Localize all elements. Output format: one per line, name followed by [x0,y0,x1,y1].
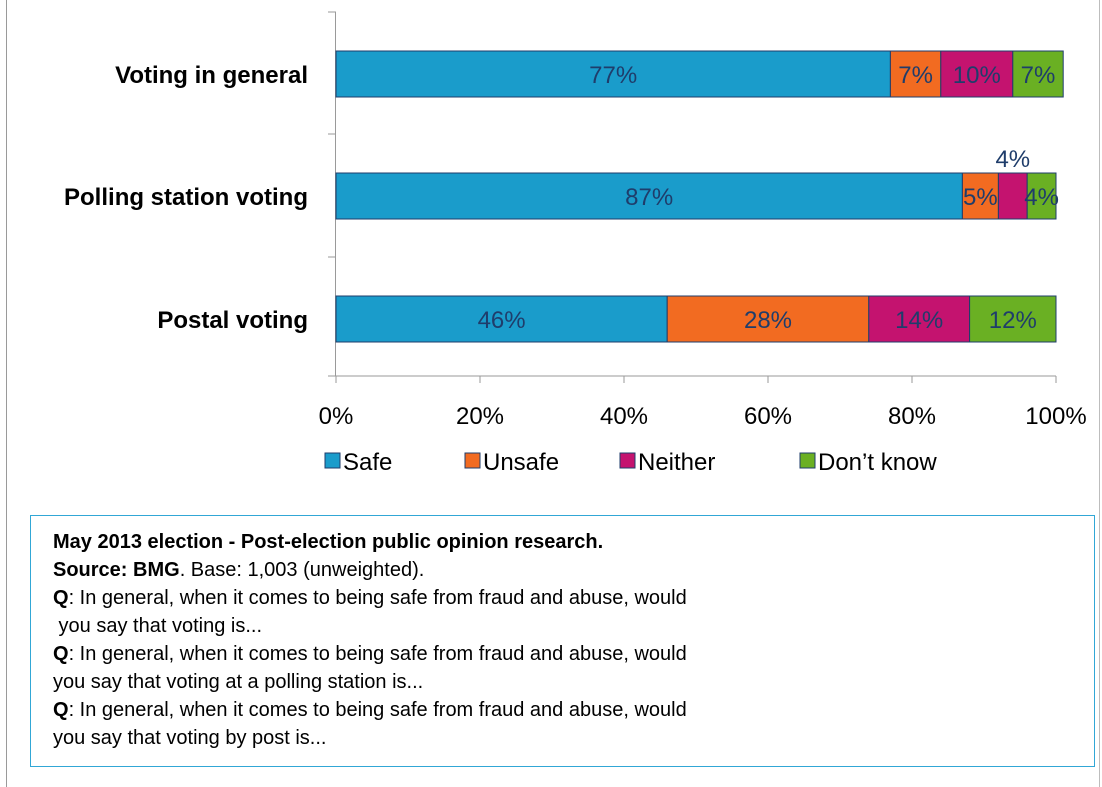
legend-label: Don’t know [818,449,937,476]
bar-segment [961,172,999,220]
legend-swatch [324,452,341,469]
x-tick-label: 80% [888,403,936,430]
data-label: 5% [963,184,998,211]
notes-box: May 2013 election - Post-election public… [30,515,1095,767]
x-tick-label: 20% [456,403,504,430]
x-tick-label: 100% [1025,403,1086,430]
question-2: Q: In general, when it comes to being sa… [53,640,1094,668]
bar-segment [997,172,1028,220]
question-1-cont: you say that voting is... [53,615,262,637]
data-label: 12% [989,307,1037,334]
category-label: Postal voting [157,307,308,334]
question-text: : In general, when it comes to being saf… [68,699,687,721]
legend-swatch [799,452,816,469]
bar-segment [335,50,891,98]
category-label: Voting in general [115,62,308,89]
source-label: Source: BMG [53,559,180,581]
data-label: 46% [478,307,526,334]
question-1: Q: In general, when it comes to being sa… [53,584,1094,612]
legend-label: Neither [638,449,715,476]
bar-segment [666,295,870,343]
question-3: Q: In general, when it comes to being sa… [53,696,1094,724]
bar-segment [1012,50,1064,98]
legend-swatch [464,452,481,469]
notes-title: May 2013 election - Post-election public… [53,531,604,553]
bar-segment [335,295,668,343]
bar-segment [1026,172,1057,220]
x-tick-label: 60% [744,403,792,430]
bar-segment [969,295,1057,343]
chart-frame [6,0,1100,787]
data-label: 7% [898,62,933,89]
data-label: 10% [953,62,1001,89]
question-2-cont: you say that voting at a polling station… [53,671,424,693]
bar-segment [335,172,963,220]
question-text: : In general, when it comes to being saf… [68,643,687,665]
x-tick-label: 0% [319,403,354,430]
question-label: Q [53,699,69,721]
data-label: 4% [1024,184,1059,211]
legend-label: Unsafe [483,449,559,476]
question-text: : In general, when it comes to being saf… [68,587,687,609]
bar-segment [889,50,942,98]
stacked-bar-chart: 0% 20% 40% 60% 80% 100% Voting in general Polli… [64,11,1087,476]
source-details: . Base: 1,003 (unweighted). [179,559,425,581]
data-label: 14% [895,307,943,334]
question-label: Q [53,587,69,609]
question-label: Q [53,643,69,665]
data-label: 87% [625,184,673,211]
data-label: 77% [589,62,637,89]
category-label: Polling station voting [64,184,308,211]
legend-swatch [619,452,636,469]
data-label: 4% [995,146,1030,173]
notes-source: Source: BMG. Base: 1,003 (unweighted). [53,556,1094,584]
x-tick-label: 40% [600,403,648,430]
data-label: 7% [1021,62,1056,89]
bar-segment [940,50,1014,98]
legend-label: Safe [343,449,392,476]
data-label: 28% [744,307,792,334]
question-3-cont: you say that voting by post is... [53,727,327,749]
bar-segment [868,295,971,343]
